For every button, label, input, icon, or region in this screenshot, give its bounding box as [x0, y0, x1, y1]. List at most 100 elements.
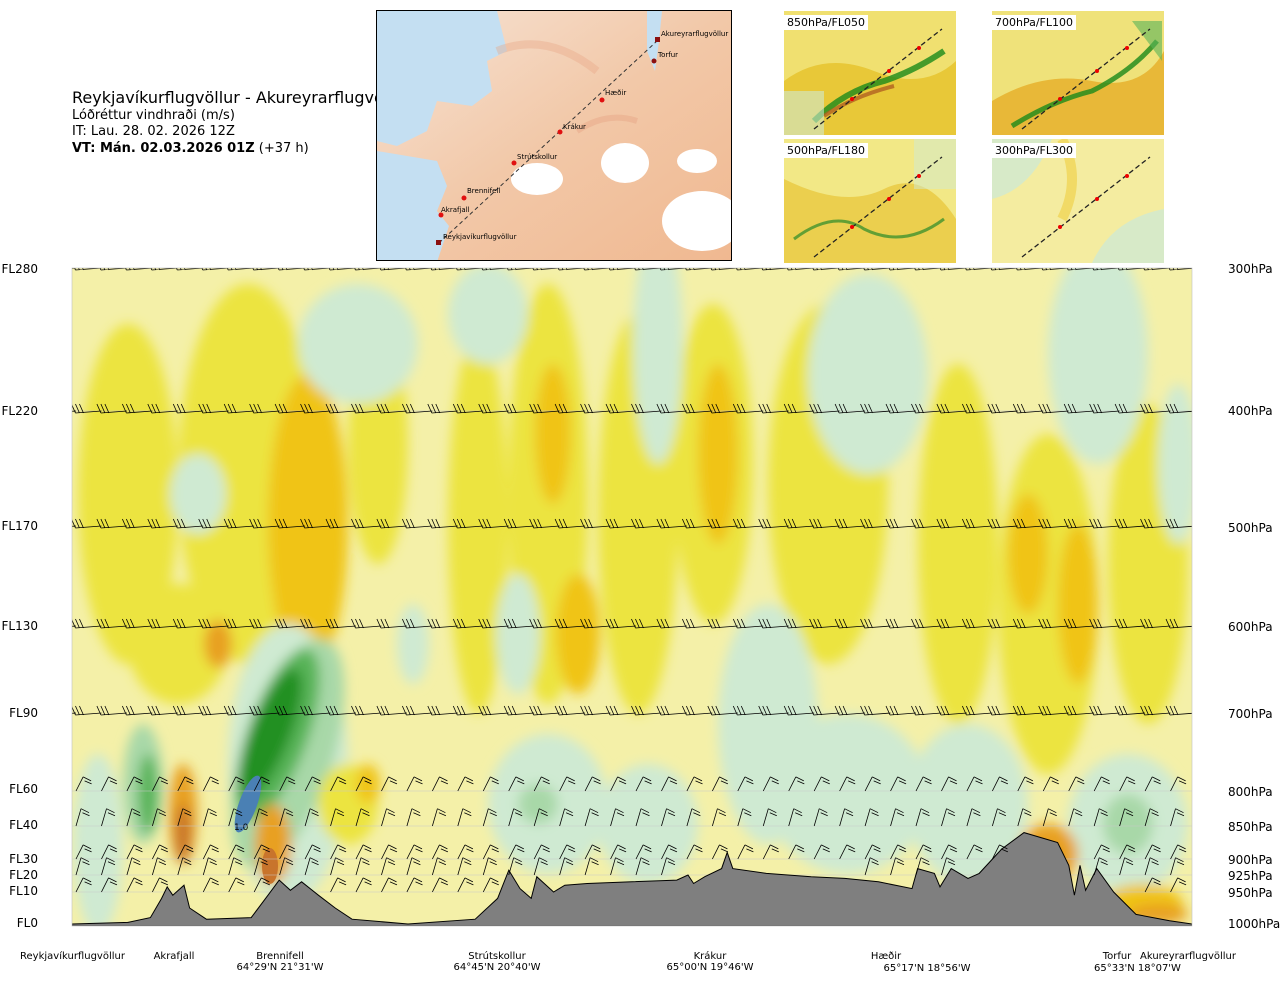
wind-barb — [1114, 403, 1146, 414]
wind-barb — [737, 844, 754, 860]
wind-barb — [96, 518, 127, 529]
wind-barb — [610, 776, 627, 792]
wind-barb — [253, 776, 270, 792]
wind-barb — [432, 877, 449, 893]
wind-barb — [1170, 808, 1185, 827]
wind-barb — [1063, 403, 1095, 414]
wind-barb — [911, 705, 942, 716]
x-label-haedir: Hæðir — [870, 951, 902, 962]
wind-barb — [401, 618, 433, 629]
wind-barb — [172, 403, 204, 414]
wind-barb — [936, 618, 967, 629]
wind-barb — [1089, 518, 1120, 529]
wind-barb — [915, 808, 930, 827]
wind-barb — [406, 776, 423, 792]
wind-barb — [125, 268, 153, 271]
wind-barb — [990, 268, 1018, 271]
cross-section-chart: 1.0 — [71, 267, 1208, 927]
wind-barb — [457, 857, 472, 876]
wind-barb — [228, 844, 245, 860]
wind-barb — [482, 776, 499, 792]
wind-barb — [712, 844, 729, 860]
wind-barb — [911, 618, 942, 629]
wind-barb — [860, 705, 891, 716]
wind-barb — [355, 808, 370, 827]
route-map-image: Reykjavíkurflugvöllur Akrafjall Brennife… — [377, 11, 731, 260]
wind-barb — [249, 403, 280, 414]
wind-barb — [941, 776, 958, 792]
y-tick-fl60: FL60 — [9, 782, 38, 796]
wind-barb — [1165, 518, 1192, 529]
wind-barb — [915, 776, 932, 792]
y-tick-400hpa: 400hPa — [1228, 404, 1273, 418]
wind-barb — [813, 808, 828, 827]
wind-barb — [228, 857, 243, 876]
wind-barb — [890, 776, 907, 792]
wind-barb — [656, 705, 687, 716]
wind-barb — [96, 618, 127, 629]
level-map-300: 300hPa/FL300 — [992, 139, 1164, 263]
wind-barb — [864, 808, 879, 827]
wind-barb — [126, 808, 141, 827]
wind-barb — [1165, 705, 1192, 716]
wind-barb — [686, 808, 701, 827]
wind-barb — [482, 877, 499, 893]
wind-barb — [351, 403, 382, 414]
wind-barb — [966, 776, 983, 792]
wind-barb — [584, 808, 599, 827]
wind-barb — [732, 518, 764, 529]
wind-barb — [202, 776, 219, 792]
wind-barb — [253, 857, 268, 876]
wind-barb — [1089, 618, 1120, 629]
wind-barb — [961, 403, 993, 414]
wind-barb — [253, 877, 270, 893]
wind-barb — [121, 403, 153, 414]
wind-barb — [304, 808, 319, 827]
wind-barb — [427, 618, 458, 629]
wind-barb — [228, 808, 243, 827]
wind-barb — [529, 518, 560, 529]
wind-barb — [381, 844, 398, 860]
wind-barb — [554, 705, 586, 716]
lead-time: (+37 h) — [258, 141, 309, 156]
wind-barb — [1196, 878, 1208, 892]
wind-barb — [1119, 808, 1134, 827]
wind-barb — [890, 857, 905, 876]
wind-barb — [508, 844, 525, 860]
wind-barb — [583, 268, 611, 271]
wind-barb — [863, 268, 891, 271]
x-coord-haedir: 65°17'N 18°56'W — [883, 963, 971, 974]
wind-barb — [809, 618, 840, 629]
wind-barb — [1144, 877, 1161, 893]
wind-barb — [737, 808, 752, 827]
wind-barb — [809, 518, 840, 529]
wind-barb — [274, 618, 306, 629]
y-tick-600hpa: 600hPa — [1228, 620, 1273, 634]
y-tick-fl130: FL130 — [1, 619, 39, 633]
wind-barb — [1119, 857, 1134, 876]
map-label-strutskollur: Strútskollur — [517, 153, 557, 161]
wind-barb — [890, 844, 907, 860]
wind-barb — [732, 403, 764, 414]
wind-barb — [987, 403, 1018, 414]
wind-barb — [330, 844, 347, 860]
wind-barb — [936, 518, 967, 529]
wind-barb — [533, 844, 550, 860]
wind-barb — [584, 776, 601, 792]
wind-barb — [381, 857, 396, 876]
wind-barb — [175, 268, 204, 271]
wind-barb — [96, 705, 127, 716]
wind-barb — [631, 518, 662, 529]
wind-barb — [101, 776, 118, 792]
wind-barb — [101, 808, 116, 827]
wind-barb — [1117, 268, 1146, 271]
wind-barb — [406, 857, 421, 876]
x-label-brennifell: Brennifell 64°29'N 21°31'W — [236, 951, 324, 973]
wind-barb — [1063, 618, 1095, 629]
wind-barb — [554, 518, 586, 529]
wind-barb — [99, 268, 127, 271]
wind-barb — [325, 705, 357, 716]
wind-barb — [1012, 618, 1044, 629]
wind-barb — [330, 776, 347, 792]
wind-barb — [126, 857, 141, 876]
